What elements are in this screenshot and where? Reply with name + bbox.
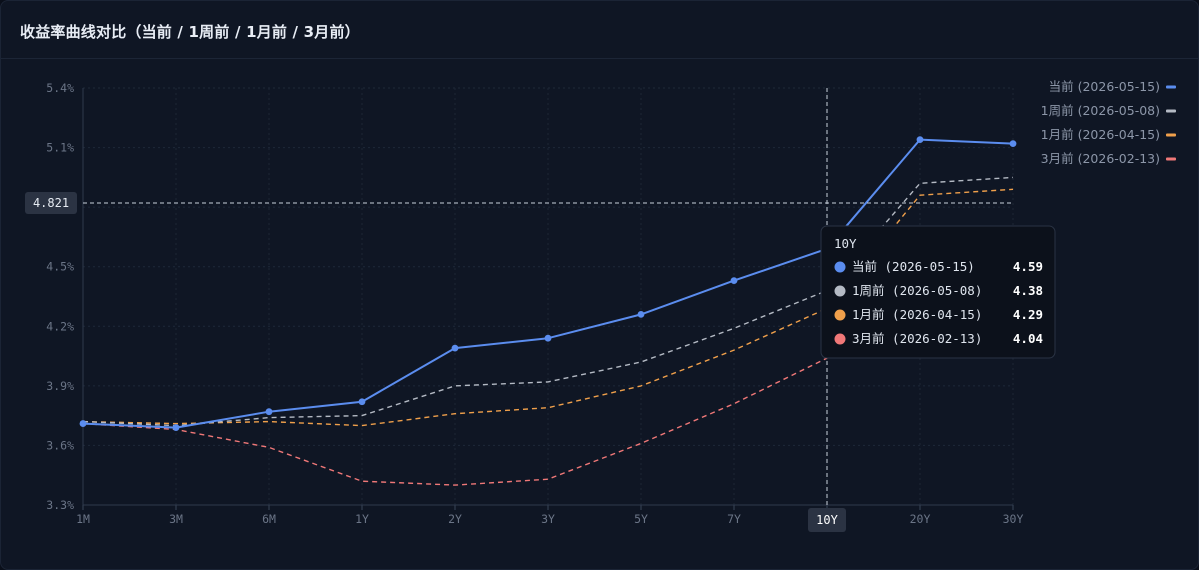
- y-tick-label: 5.1%: [46, 141, 74, 155]
- crosshair-x-badge: [808, 508, 846, 532]
- tooltip-series-value: 4.29: [1013, 307, 1043, 322]
- data-point[interactable]: [730, 277, 738, 285]
- y-tick-label: 3.6%: [46, 438, 74, 452]
- y-tick-label: 3.9%: [46, 379, 74, 393]
- tooltip-series-value: 4.59: [1013, 259, 1043, 274]
- crosshair-y-badge: [25, 191, 77, 214]
- x-tick-label: 1M: [76, 512, 90, 526]
- data-point[interactable]: [916, 136, 924, 144]
- crosshair-x-label: 10Y: [816, 513, 838, 527]
- tooltip-dot: [834, 333, 846, 345]
- y-tick-label: 4.2%: [46, 319, 74, 333]
- x-tick-label: 3Y: [541, 512, 555, 526]
- data-point[interactable]: [172, 424, 180, 431]
- x-tick-label: 20Y: [910, 512, 931, 526]
- tooltip-dot: [834, 285, 846, 297]
- data-point[interactable]: [544, 334, 552, 342]
- chart-title: 收益率曲线对比（当前 / 1周前 / 1月前 / 3月前）: [20, 23, 360, 41]
- tooltip-title: 10Y: [834, 236, 857, 251]
- x-tick-label: 2Y: [448, 512, 462, 526]
- x-tick-label: 7Y: [727, 512, 741, 526]
- tooltip-dot: [834, 309, 846, 321]
- x-axis: 1M 3M 6M 1Y 2Y 3Y 5Y 7Y 20Y 30Y: [76, 504, 1024, 526]
- tooltip-series-label: 3月前 (2026-02-13): [852, 331, 982, 346]
- legend-item-label[interactable]: 当前 (2026-05-15): [1049, 79, 1160, 94]
- legend-item-label[interactable]: 1周前 (2026-05-08): [1041, 103, 1160, 118]
- tooltip-series-label: 1周前 (2026-05-08): [852, 283, 982, 298]
- tooltip-series-value: 4.38: [1013, 283, 1043, 298]
- legend-swatch: [1166, 133, 1176, 137]
- tooltip-series-value: 4.04: [1013, 331, 1043, 346]
- data-point[interactable]: [79, 420, 87, 427]
- x-tick-label: 5Y: [634, 512, 648, 526]
- tooltip-dot: [834, 261, 846, 273]
- legend: 当前 (2026-05-15) 1周前 (2026-05-08) 1月前 (2026…: [1041, 79, 1176, 166]
- x-tick-label: 30Y: [1003, 512, 1024, 526]
- y-tick-label: 4.5%: [46, 260, 74, 274]
- x-tick-label: 3M: [169, 512, 183, 526]
- tooltip: 10Y 当前 (2026-05-15) 4.59 1周前 (2026-05-08) 4.…: [820, 225, 1056, 359]
- data-point[interactable]: [358, 398, 366, 406]
- y-tick-label: 3.3%: [46, 498, 74, 512]
- legend-item-label[interactable]: 1月前 (2026-04-15): [1041, 127, 1160, 142]
- card-header: 收益率曲线对比（当前 / 1周前 / 1月前 / 3月前）: [1, 1, 1198, 59]
- legend-swatch: [1166, 157, 1176, 161]
- legend-swatch: [1166, 85, 1176, 89]
- data-point[interactable]: [451, 344, 459, 352]
- data-point[interactable]: [1009, 140, 1017, 148]
- x-tick-label: 6M: [262, 512, 276, 526]
- data-point[interactable]: [637, 310, 645, 318]
- crosshair: 4.821 10Y: [25, 88, 1013, 532]
- y-tick-label: 5.4%: [46, 81, 74, 95]
- crosshair-y-label: 4.821: [33, 196, 69, 210]
- tooltip-series-label: 当前 (2026-05-15): [852, 259, 975, 274]
- series-line: [82, 236, 1014, 486]
- tooltip-series-label: 1月前 (2026-04-15): [852, 307, 982, 322]
- data-point[interactable]: [265, 408, 273, 416]
- legend-swatch: [1166, 109, 1176, 113]
- x-tick-label: 1Y: [355, 512, 369, 526]
- y-axis: 3.3%3.6%3.9%4.2%4.5%4.8%5.1%5.4%: [46, 81, 84, 512]
- tooltip-box: [820, 225, 1056, 359]
- legend-item-label[interactable]: 3月前 (2026-02-13): [1041, 151, 1160, 166]
